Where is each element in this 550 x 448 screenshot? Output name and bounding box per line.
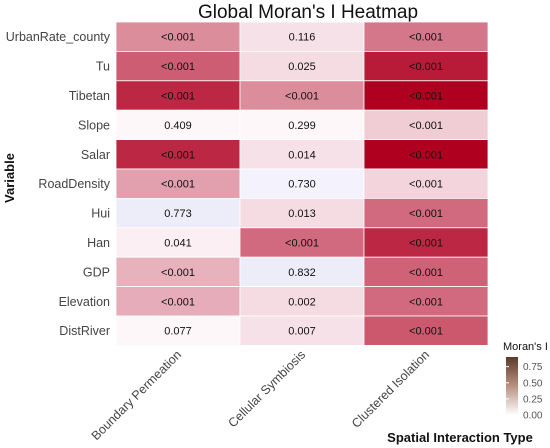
- cell-label: <0.001: [409, 267, 443, 279]
- heatmap-cell: [115, 109, 241, 140]
- cell-label: <0.001: [409, 238, 443, 250]
- heatmap-cell: [363, 197, 489, 229]
- legend-tick-label: 0.75: [523, 362, 543, 373]
- heatmap-cell: [363, 21, 489, 52]
- heatmap-cell: [363, 256, 489, 288]
- cell-label: <0.001: [409, 208, 443, 220]
- chart-title: Global Moran's I Heatmap: [198, 2, 418, 23]
- cell-label: <0.001: [409, 296, 443, 308]
- cell-label: <0.001: [161, 179, 195, 191]
- heatmap-cell: [363, 286, 489, 317]
- x-tick-label: Boundary Permeation: [89, 348, 184, 443]
- heatmap-cell: [239, 139, 365, 170]
- cell-label: <0.001: [409, 61, 443, 73]
- legend-tick-label: 0.50: [523, 378, 543, 389]
- cell-label: <0.001: [161, 149, 195, 161]
- heatmap-cell: [363, 109, 489, 140]
- cell-label: <0.001: [285, 91, 319, 103]
- y-tick-label: Hui: [91, 207, 110, 221]
- y-tick-label: UrbanRate_county: [6, 30, 111, 44]
- heatmap-cells: <0.001 0.116 <0.001 <0.001 0.025 <0.001 <0.001…: [115, 21, 489, 346]
- heatmap-cell: [363, 227, 489, 258]
- cell-label: <0.001: [161, 61, 195, 73]
- heatmap-cell: [115, 286, 241, 317]
- color-legend: Moran's I 0.75 0.50 0.25 0.00: [503, 341, 548, 422]
- y-axis-title: Variable: [2, 153, 17, 203]
- cell-label: <0.001: [409, 32, 443, 44]
- cell-label: 0.007: [288, 326, 316, 338]
- heatmap-cell: [115, 197, 241, 229]
- cell-label: 0.409: [164, 120, 192, 132]
- x-tick-labels: Boundary Permeation Cellular Symbiosis Clu…: [89, 348, 432, 443]
- cell-label: <0.001: [409, 179, 443, 191]
- y-tick-label: Han: [87, 236, 110, 250]
- heatmap-cell: [239, 168, 365, 199]
- heatmap-cell: [115, 256, 241, 288]
- heatmap-cell: [239, 286, 365, 317]
- cell-label: <0.001: [161, 296, 195, 308]
- y-tick-label: Tu: [96, 60, 110, 74]
- cell-label: 0.025: [288, 61, 316, 73]
- legend-tick-label: 0.00: [523, 411, 543, 422]
- heatmap-cell: [115, 227, 241, 258]
- heatmap-cell: [115, 21, 241, 52]
- heatmap-cell: [239, 21, 365, 52]
- heatmap-cell: [115, 315, 241, 346]
- cell-label: <0.001: [161, 91, 195, 103]
- cell-label: <0.001: [285, 238, 319, 250]
- cell-label: <0.001: [409, 120, 443, 132]
- y-tick-label: Tibetan: [69, 89, 110, 103]
- heatmap-cell: [239, 197, 365, 229]
- legend-tick-label: 0.25: [523, 394, 543, 405]
- y-tick-label: GDP: [83, 265, 110, 279]
- y-tick-label: Slope: [78, 118, 110, 132]
- cell-label: 0.832: [288, 267, 316, 279]
- legend-colorbar: [506, 357, 518, 415]
- cell-label: 0.773: [164, 208, 192, 220]
- x-tick-label: Cellular Symbiosis: [226, 348, 309, 431]
- cell-label: <0.001: [409, 326, 443, 338]
- heatmap-cell: [363, 51, 489, 82]
- x-tick-label: Clustered Isolation: [349, 348, 432, 431]
- cell-label: 0.041: [164, 238, 192, 250]
- cell-label: 0.002: [288, 296, 316, 308]
- cell-label: 0.014: [288, 149, 316, 161]
- heatmap-cell: [115, 168, 241, 199]
- cell-label: 0.077: [164, 326, 192, 338]
- cell-label: 0.299: [288, 120, 316, 132]
- cell-label: 0.013: [288, 208, 316, 220]
- cell-label: 0.730: [288, 179, 316, 191]
- y-tick-label: RoadDensity: [38, 177, 110, 191]
- heatmap-cell: [239, 227, 365, 258]
- legend-title: Moran's I: [503, 341, 548, 353]
- y-tick-labels: UrbanRate_county Tu Tibetan Slope Salar RoadD…: [6, 30, 111, 338]
- cell-label: <0.001: [161, 267, 195, 279]
- legend-ticks: 0.75 0.50 0.25 0.00: [506, 362, 543, 422]
- heatmap-cell: [239, 80, 365, 111]
- cell-label: 0.116: [289, 32, 316, 44]
- cell-label: <0.001: [409, 91, 443, 103]
- cell-label: <0.001: [409, 149, 443, 161]
- cell-label: <0.001: [161, 32, 195, 44]
- heatmap-cell: [363, 168, 489, 199]
- y-tick-label: Elevation: [59, 295, 110, 309]
- y-tick-label: Salar: [81, 148, 110, 162]
- heatmap-cell: [363, 315, 489, 346]
- y-tick-label: DistRiver: [59, 324, 110, 338]
- x-axis-title: Spatial Interaction Type: [387, 430, 533, 445]
